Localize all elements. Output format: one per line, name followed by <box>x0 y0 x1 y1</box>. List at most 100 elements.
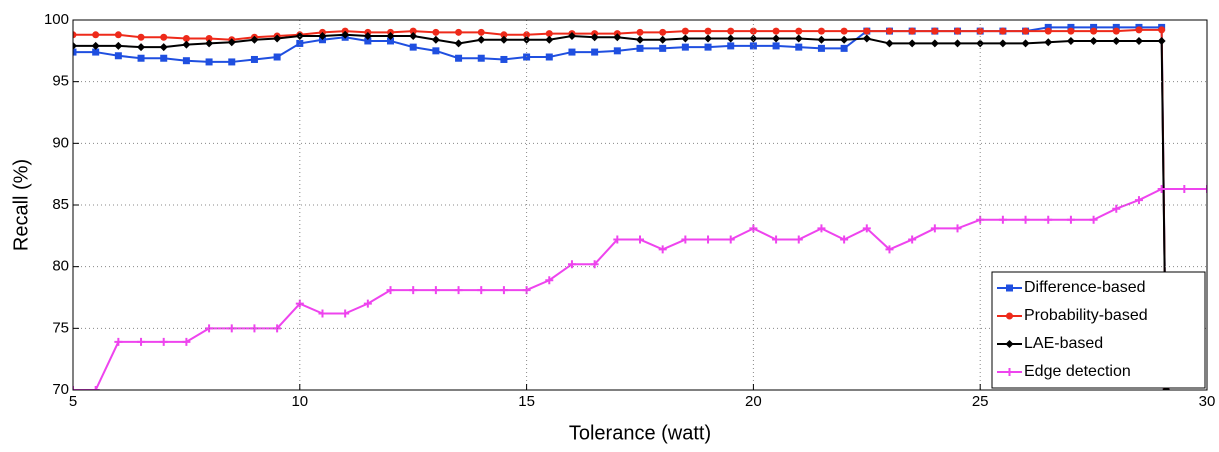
marker <box>658 245 667 254</box>
legend-box <box>991 271 1206 389</box>
marker <box>545 53 553 61</box>
marker <box>432 47 440 55</box>
marker <box>205 58 213 66</box>
marker <box>998 39 1007 48</box>
marker <box>227 38 236 47</box>
marker <box>681 235 690 244</box>
marker <box>795 43 803 51</box>
marker <box>704 235 713 244</box>
marker <box>840 44 848 52</box>
marker <box>386 32 395 41</box>
marker <box>726 34 735 43</box>
marker <box>205 35 213 42</box>
marker <box>522 35 531 44</box>
marker <box>477 54 485 62</box>
marker <box>795 27 803 35</box>
marker <box>1134 196 1143 205</box>
marker <box>545 35 554 44</box>
y-tick-label: 90 <box>52 134 69 151</box>
y-tick-label: 70 <box>52 381 69 398</box>
marker <box>931 27 939 35</box>
marker <box>636 235 644 244</box>
marker <box>1066 36 1075 45</box>
marker <box>159 43 168 52</box>
marker <box>1203 184 1207 193</box>
marker <box>659 28 667 36</box>
marker <box>794 34 803 43</box>
marker <box>182 35 190 42</box>
marker <box>908 39 917 48</box>
marker <box>92 48 100 56</box>
marker <box>431 35 440 44</box>
marker <box>1021 39 1030 48</box>
marker <box>976 39 985 48</box>
marker <box>817 224 826 233</box>
marker <box>91 41 100 50</box>
marker <box>386 286 395 295</box>
marker <box>114 31 122 39</box>
marker <box>1044 38 1053 47</box>
marker <box>591 48 599 56</box>
marker <box>568 48 576 56</box>
marker <box>363 299 372 308</box>
marker <box>499 35 508 44</box>
marker <box>500 55 508 63</box>
marker <box>681 34 690 43</box>
marker <box>454 286 463 295</box>
marker <box>182 57 190 65</box>
marker <box>137 54 145 62</box>
marker <box>590 260 599 269</box>
marker <box>885 27 893 35</box>
marker <box>954 27 962 35</box>
marker <box>250 35 259 44</box>
y-tick-label: 80 <box>52 258 69 275</box>
marker <box>908 235 917 244</box>
marker <box>772 27 780 35</box>
marker <box>477 35 486 44</box>
x-tick-label: 20 <box>745 393 762 410</box>
marker <box>160 33 168 41</box>
marker <box>1005 340 1014 348</box>
marker <box>1089 36 1098 45</box>
marker <box>114 41 123 50</box>
x-tick-label: 25 <box>972 393 989 410</box>
marker <box>976 27 984 35</box>
marker <box>658 35 667 44</box>
marker <box>772 34 781 43</box>
marker <box>840 27 848 35</box>
marker <box>1021 215 1030 224</box>
marker <box>73 41 77 50</box>
marker <box>1112 204 1121 213</box>
marker <box>1134 36 1143 45</box>
x-axis-label: Tolerance (watt) <box>569 422 711 444</box>
marker <box>455 54 463 62</box>
marker <box>1067 23 1075 31</box>
marker <box>1158 26 1166 34</box>
marker <box>545 30 553 38</box>
marker <box>704 43 712 51</box>
marker <box>567 32 576 41</box>
marker <box>1044 23 1052 31</box>
y-tick-label: 75 <box>52 319 69 336</box>
marker <box>92 31 100 39</box>
marker <box>636 44 644 52</box>
marker <box>500 31 508 39</box>
marker <box>727 42 735 50</box>
plot-frame <box>72 19 1208 391</box>
series-line <box>73 28 1168 390</box>
marker <box>930 39 939 48</box>
marker <box>341 30 350 39</box>
marker <box>953 224 962 233</box>
marker <box>1135 26 1143 34</box>
marker <box>681 27 689 35</box>
y-tick-label: 85 <box>52 196 69 213</box>
marker <box>387 37 395 45</box>
marker <box>863 27 871 35</box>
marker <box>409 32 418 41</box>
marker <box>636 35 644 44</box>
marker <box>1005 368 1014 376</box>
marker <box>250 55 258 63</box>
marker <box>1067 27 1075 35</box>
marker <box>137 43 146 52</box>
